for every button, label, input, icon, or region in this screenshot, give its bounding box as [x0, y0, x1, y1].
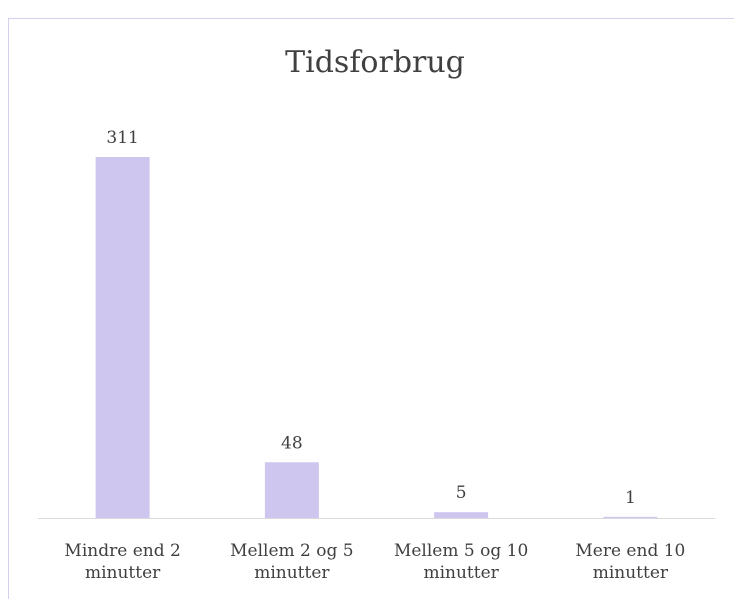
data-label: 311: [106, 128, 138, 148]
bar: [264, 462, 319, 518]
x-tick-label: Mellem 2 og 5 minutter: [230, 541, 353, 583]
chart-title: Tidsforbrug: [285, 45, 465, 80]
data-label: 5: [456, 483, 467, 503]
x-tick-label: Mere end 10 minutter: [575, 541, 685, 583]
bar: [603, 516, 658, 518]
bar: [95, 157, 150, 518]
data-label: 1: [625, 488, 636, 508]
x-tick-label: Mellem 5 og 10 minutter: [394, 541, 528, 583]
x-tick-label: Mindre end 2 minutter: [64, 541, 180, 583]
bar: [434, 512, 489, 518]
data-label: 48: [281, 433, 303, 453]
